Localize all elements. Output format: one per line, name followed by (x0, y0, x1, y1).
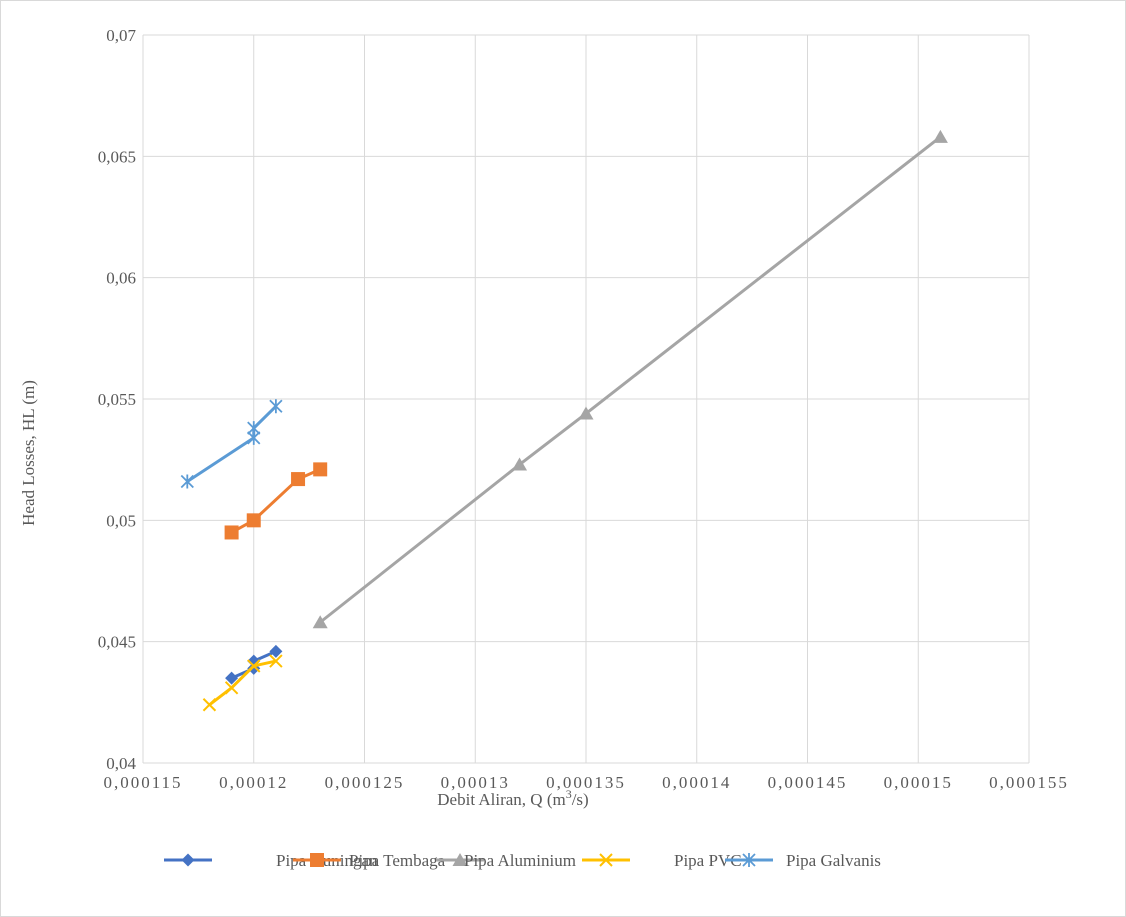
y-tick-label: 0,07 (106, 26, 136, 45)
series-pipa-galvanis (180, 399, 283, 489)
x-tick-label: 0,000145 (768, 773, 848, 792)
series-line (208, 659, 277, 706)
x-tick-label: 0,000135 (546, 773, 626, 792)
y-tick-label: 0,04 (106, 754, 136, 773)
legend-item: Pipa Kuningan (164, 851, 378, 870)
data-point (202, 698, 217, 712)
x-axis-title-suffix: /s) (572, 790, 589, 809)
legend-label: Pipa Tembaga (349, 851, 446, 870)
legend-marker (742, 853, 756, 867)
data-point (932, 129, 948, 143)
data-point (269, 654, 283, 668)
legend-item: Pipa PVC (582, 851, 742, 870)
series-group (180, 129, 948, 712)
data-point (269, 399, 283, 414)
legend-marker (599, 853, 613, 867)
legend-item: Pipa Tembaga (293, 851, 446, 870)
data-point (312, 615, 328, 629)
data-point (578, 406, 594, 420)
x-tick-label: 0,000155 (989, 773, 1069, 792)
series-pipa-aluminium (312, 129, 948, 629)
data-point (224, 681, 239, 695)
x-axis-title-main: Debit Aliran, Q (m (437, 790, 565, 809)
series-pipa-pvc (202, 654, 283, 712)
series-line (230, 467, 321, 534)
x-axis-title: Debit Aliran, Q (m3/s) (437, 787, 588, 809)
data-point (291, 472, 306, 487)
x-tick-label: 0,00014 (662, 773, 731, 792)
legend-marker (452, 853, 468, 866)
data-point (180, 474, 194, 489)
y-tick-label: 0,05 (106, 511, 136, 530)
data-point (269, 644, 283, 658)
data-point (225, 671, 239, 685)
legend-label: Pipa PVC (674, 851, 742, 870)
y-tick-labels: 0,04 0,045 0,05 0,055 0,06 0,065 0,07 (98, 26, 137, 773)
x-tick-label: 0,000115 (103, 773, 182, 792)
legend-item: Pipa Aluminium (436, 851, 576, 870)
gridlines (142, 34, 1030, 764)
x-tick-label: 0,00012 (219, 773, 288, 792)
data-point (247, 659, 261, 673)
data-point (224, 525, 239, 540)
legend-label: Pipa Galvanis (786, 851, 881, 870)
data-point (246, 513, 261, 528)
x-tick-label: 0,00013 (441, 773, 510, 792)
series-pipa-tembaga (224, 462, 328, 540)
y-axis-title: Head Losses, HL (m) (19, 380, 38, 526)
data-point (247, 421, 261, 436)
legend-marker (310, 853, 324, 867)
data-point (512, 457, 528, 471)
data-point (313, 462, 328, 477)
y-tick-label: 0,065 (98, 147, 136, 166)
x-tick-label: 0,000125 (325, 773, 405, 792)
legend-item: Pipa Galvanis (725, 851, 881, 870)
y-tick-label: 0,045 (98, 633, 136, 652)
series-line (186, 405, 277, 483)
legend-label: Pipa Aluminium (464, 851, 576, 870)
y-tick-label: 0,06 (106, 269, 136, 288)
y-tick-label: 0,055 (98, 390, 136, 409)
series-line (319, 135, 942, 624)
x-tick-label: 0,00015 (884, 773, 953, 792)
x-tick-labels: 0,000115 0,00012 0,000125 0,00013 0,000135 0,… (103, 773, 1069, 792)
legend-marker (181, 853, 195, 867)
x-axis-title-sup: 3 (566, 787, 572, 801)
